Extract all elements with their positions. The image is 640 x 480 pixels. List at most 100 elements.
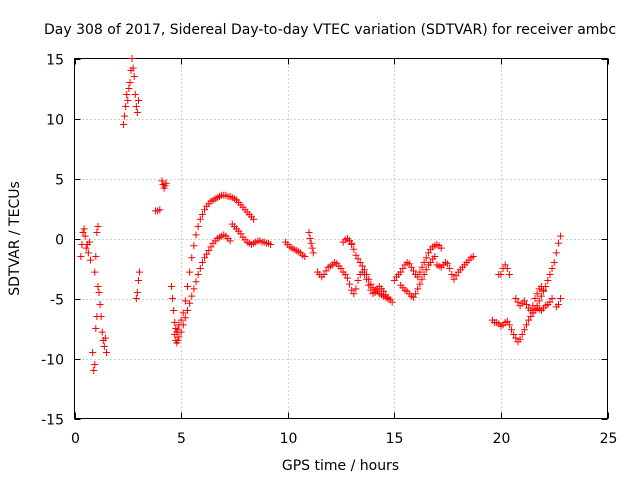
data-point (407, 263, 415, 271)
data-point (192, 278, 200, 286)
data-point (348, 286, 356, 294)
data-point (363, 271, 371, 278)
data-point (177, 316, 185, 324)
series-d3 (228, 220, 275, 248)
data-point (418, 275, 426, 283)
y-tick-label: 5 (55, 173, 64, 189)
data-point (354, 255, 362, 263)
data-point (124, 97, 132, 104)
data-point (501, 261, 509, 269)
data-point (535, 297, 543, 305)
data-point (508, 326, 516, 334)
data-point (205, 247, 213, 254)
data-point (186, 268, 194, 276)
data-point (367, 280, 375, 288)
data-point (322, 267, 330, 275)
data-point (512, 295, 520, 302)
data-point (350, 290, 358, 298)
data-point (437, 244, 445, 252)
series-a3 (91, 223, 102, 276)
data-point (420, 271, 428, 278)
data-point (188, 292, 196, 300)
x-tick-label: 0 (71, 431, 80, 447)
data-point (450, 275, 458, 283)
data-point (552, 249, 560, 257)
data-point (414, 273, 422, 281)
data-point (169, 295, 177, 302)
data-point (133, 289, 141, 296)
data-point (341, 271, 349, 278)
data-point (354, 277, 362, 284)
y-tick-label: -5 (50, 293, 64, 309)
y-tick-label: 15 (46, 53, 64, 69)
data-point (89, 349, 97, 356)
data-point (181, 314, 189, 322)
x-tick-label: 20 (493, 431, 511, 447)
data-point (79, 229, 87, 236)
data-point (505, 271, 513, 278)
data-point (414, 285, 422, 293)
x-axis-label: GPS time / hours (282, 458, 399, 474)
data-point (92, 325, 100, 332)
data-point (198, 259, 206, 266)
data-point (82, 244, 90, 252)
data-point (305, 229, 313, 236)
data-point (320, 271, 328, 278)
data-point (190, 285, 198, 293)
data-point (554, 301, 562, 308)
data-point (531, 295, 539, 302)
data-point (409, 293, 417, 301)
data-point (352, 251, 360, 259)
data-point (356, 259, 364, 266)
data-point (181, 297, 189, 305)
series-e2 (305, 229, 317, 257)
data-point (412, 290, 420, 298)
y-tick-label: 10 (46, 113, 64, 129)
series-b1 (120, 55, 142, 128)
data-point (452, 272, 460, 280)
series-g2 (397, 253, 439, 301)
data-point (134, 277, 142, 284)
plot-frame (74, 58, 608, 419)
data-point (337, 265, 345, 272)
data-point (91, 361, 99, 368)
data-point (301, 253, 309, 260)
data-point (416, 268, 424, 276)
chart-title: Day 308 of 2017, Sidereal Day-to-day VTE… (44, 22, 616, 38)
data-point (309, 249, 317, 257)
data-point (352, 285, 360, 293)
y-tick-label: -15 (41, 413, 64, 429)
data-point (168, 283, 176, 290)
series-h4 (529, 295, 556, 317)
grid (74, 58, 608, 419)
data-point (132, 295, 140, 302)
data-point (132, 103, 140, 110)
data-point (250, 215, 258, 223)
data-point (427, 259, 435, 266)
data-point (307, 239, 315, 247)
data-point (171, 331, 179, 338)
data-point (537, 292, 545, 300)
data-point (77, 253, 85, 260)
data-point (86, 256, 94, 264)
data-point (431, 253, 439, 260)
data-point (179, 309, 187, 317)
y-tick-label: -10 (41, 353, 64, 369)
data-point (121, 112, 129, 120)
data-point (126, 79, 134, 86)
data-point (196, 265, 204, 272)
series-d2 (171, 231, 234, 347)
data-point (85, 238, 93, 246)
series-c1 (152, 177, 170, 215)
data-point (390, 277, 398, 284)
data-point (424, 249, 432, 257)
data-point (170, 307, 178, 314)
series-f3 (339, 235, 356, 247)
data-point (183, 307, 191, 314)
series-a4 (95, 289, 110, 356)
data-point (416, 280, 424, 288)
data-point (348, 239, 356, 247)
data-point (131, 91, 139, 98)
data-point (101, 334, 109, 342)
data-point (97, 313, 105, 320)
